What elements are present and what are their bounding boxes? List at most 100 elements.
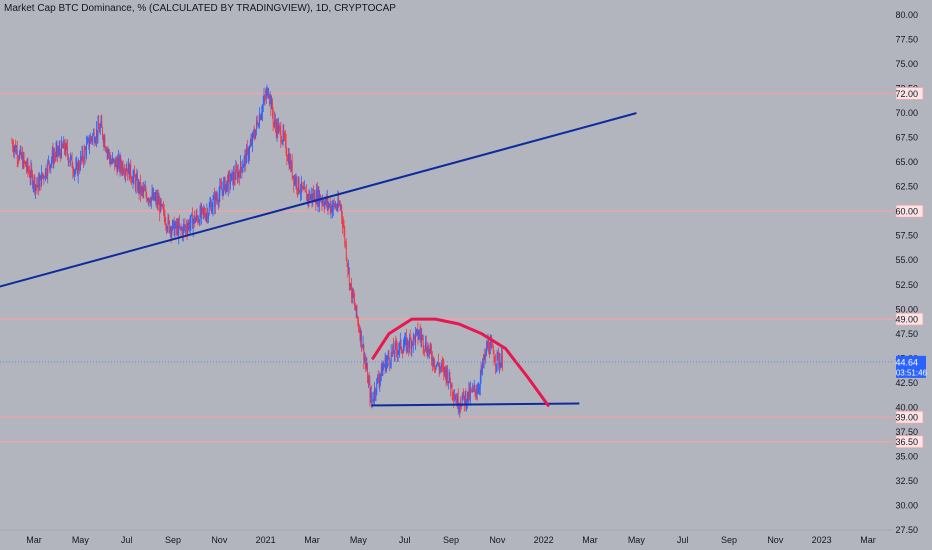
candle-body xyxy=(216,198,218,200)
candle-body xyxy=(51,150,53,160)
candle-body xyxy=(292,175,294,177)
candle-body xyxy=(432,357,434,364)
candle-body xyxy=(233,172,235,179)
candle-body xyxy=(64,149,66,154)
candle-body xyxy=(467,391,469,400)
candle-body xyxy=(100,120,102,127)
candle-body xyxy=(226,180,228,185)
trendline[interactable] xyxy=(371,402,580,407)
candle-body xyxy=(146,194,148,201)
candle-body xyxy=(359,330,361,340)
candle-body xyxy=(41,172,43,177)
candle-body xyxy=(383,366,384,368)
candle-body xyxy=(122,164,124,173)
candle-body xyxy=(435,364,437,369)
candle-body xyxy=(326,197,327,204)
candle-body xyxy=(168,217,170,222)
candle-body xyxy=(485,352,487,356)
candle-body xyxy=(149,198,151,202)
candle-body xyxy=(262,105,263,114)
y-tick-label: 62.50 xyxy=(895,182,918,192)
candle-body xyxy=(319,194,321,201)
candle-body xyxy=(371,399,373,402)
candle-body xyxy=(185,225,186,228)
candle-body xyxy=(65,144,67,154)
candle-body xyxy=(412,342,413,345)
y-tick-label: 47.50 xyxy=(895,329,918,339)
candle-body xyxy=(293,175,295,185)
x-tick-label: Nov xyxy=(211,535,228,545)
candle-body xyxy=(441,363,442,368)
candle-body xyxy=(32,184,34,186)
level-badge-label: 39.00 xyxy=(895,413,918,423)
candle-body xyxy=(60,151,62,158)
candle-body xyxy=(87,138,89,141)
candle-body xyxy=(306,192,308,201)
candle-body xyxy=(307,195,308,201)
candle-body xyxy=(275,125,277,135)
candle-body xyxy=(81,150,83,159)
level-badge-label: 72.00 xyxy=(895,89,918,99)
trendline[interactable] xyxy=(0,112,637,290)
candle-body xyxy=(41,172,43,186)
x-tick-label: May xyxy=(628,535,646,545)
candle-body xyxy=(166,228,168,230)
candle-body xyxy=(476,392,478,394)
candle-body xyxy=(169,221,170,233)
time-axis[interactable] xyxy=(0,530,893,550)
candle-body xyxy=(252,133,253,145)
candle-body xyxy=(487,339,489,349)
candle-body xyxy=(396,343,397,350)
candle-body xyxy=(22,155,23,168)
candle-body xyxy=(208,206,210,214)
candle-body xyxy=(45,168,46,178)
candle-body xyxy=(374,388,376,394)
candle-body xyxy=(78,163,80,169)
candle-body xyxy=(285,139,287,154)
candle-body xyxy=(133,171,135,177)
x-tick-label: Jul xyxy=(121,535,133,545)
candle-body xyxy=(480,368,482,377)
candle-body xyxy=(434,366,436,368)
candle-body xyxy=(365,363,367,369)
candle-body xyxy=(271,101,273,114)
candle-body xyxy=(343,226,345,230)
candle-body xyxy=(250,140,252,145)
candle-body xyxy=(305,191,307,193)
candle-body xyxy=(345,243,347,259)
level-badge xyxy=(895,204,924,218)
candle-body xyxy=(188,222,190,229)
price-axis[interactable] xyxy=(893,0,932,550)
candle-body xyxy=(19,152,20,160)
candle-body xyxy=(11,142,13,144)
candle-body xyxy=(105,147,106,150)
candle-body xyxy=(406,339,408,351)
candle-body xyxy=(312,193,314,201)
candle-body xyxy=(93,132,94,136)
candle-body xyxy=(158,201,160,205)
candle-body xyxy=(472,387,474,392)
candle-body xyxy=(209,205,211,207)
candle-body xyxy=(271,101,273,110)
rounding-top-arc[interactable] xyxy=(371,317,550,407)
candle-body xyxy=(153,192,155,200)
candle-body xyxy=(274,119,276,124)
candle-body xyxy=(137,176,138,191)
candle-body xyxy=(204,215,206,219)
candle-body xyxy=(384,358,386,366)
candle-body xyxy=(162,204,164,209)
candle-body xyxy=(311,193,313,201)
candle-body xyxy=(367,366,368,383)
candle-body xyxy=(25,162,27,167)
candle-body xyxy=(422,336,423,338)
candle-body xyxy=(260,115,262,120)
candle-body xyxy=(140,181,142,194)
candle-body xyxy=(297,188,298,190)
candle-body xyxy=(328,205,330,207)
candle-body xyxy=(499,361,501,368)
candle-body xyxy=(405,336,407,339)
candle-body xyxy=(52,150,54,163)
x-tick-label: Sep xyxy=(165,535,181,545)
candle-body xyxy=(208,213,209,219)
